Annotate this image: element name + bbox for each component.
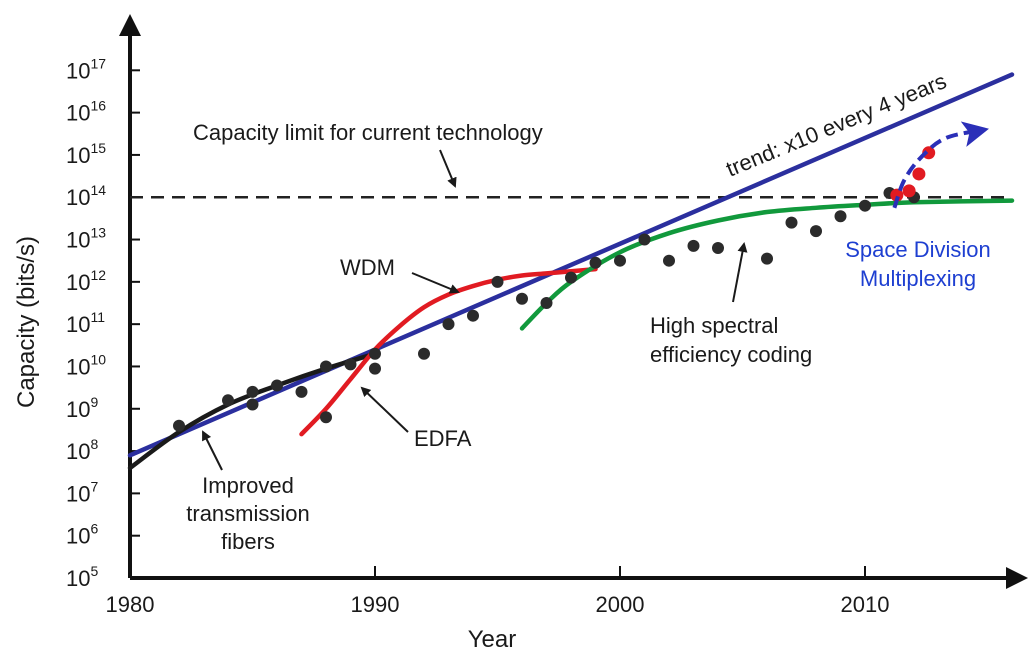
y-axis: [119, 14, 141, 578]
data-point: [614, 254, 626, 267]
y-tick-label: 108: [66, 436, 98, 464]
sdm-annotation: Space Division Multiplexing: [845, 237, 991, 291]
y-tick-label: 1017: [66, 55, 106, 83]
data-point: [785, 216, 798, 229]
x-tick-label: 1990: [351, 592, 400, 617]
data-point: [246, 398, 259, 411]
data-point: [369, 347, 381, 360]
data-point: [418, 347, 430, 360]
x-tick-label: 2000: [596, 592, 645, 617]
data-point-sdm: [922, 146, 936, 160]
x-tick-label: 1980: [106, 592, 155, 617]
data-point: [834, 210, 847, 223]
edfa-annotation: EDFA: [360, 386, 472, 451]
fibers-pointer: [202, 430, 223, 471]
data-point: [442, 318, 455, 331]
data-point: [687, 239, 700, 252]
data-point: [712, 242, 724, 254]
trend-label: trend: x10 every 4 years: [722, 68, 950, 181]
edfa-pointer: [360, 386, 409, 433]
y-tick-label: 106: [66, 521, 98, 549]
wdm-pointer: [411, 272, 460, 294]
x-axis-title: Year: [468, 626, 517, 653]
sdm-trend-arrow: [892, 121, 989, 209]
fibers-annotation: Improved transmission fibers: [186, 430, 310, 554]
coding-label-line1: High spectral: [650, 313, 778, 338]
data-point: [516, 292, 528, 305]
y-tick-label: 1015: [66, 140, 106, 168]
data-point: [295, 385, 308, 398]
capacity-limit-pointer: [439, 149, 457, 188]
data-point: [761, 252, 773, 265]
coding-annotation: High spectral efficiency coding: [650, 242, 812, 367]
y-tick-label: 1014: [66, 182, 106, 210]
data-point: [565, 271, 577, 284]
data-point: [859, 199, 871, 212]
data-point: [320, 411, 332, 424]
capacity-limit-label: Capacity limit for current technology: [193, 120, 543, 145]
wdm-annotation: WDM: [340, 255, 460, 294]
data-point-sdm: [890, 188, 904, 202]
coding-curve: [519, 198, 1015, 331]
wdm-edfa-curve: [299, 266, 598, 437]
data-point: [491, 275, 504, 288]
fibers-label-line1: Improved: [202, 473, 294, 498]
y-tick-label: 107: [66, 478, 98, 506]
y-tick-label: 1012: [66, 267, 106, 295]
sdm-label-line1: Space Division: [845, 237, 991, 262]
data-point: [222, 394, 234, 407]
x-ticks: 1980 1990 2000 2010: [106, 566, 890, 617]
data-point-sdm: [902, 184, 916, 198]
y-tick-label: 1013: [66, 225, 106, 253]
y-tick-label: 1010: [66, 351, 106, 379]
wdm-label: WDM: [340, 255, 395, 280]
y-tick-label: 1016: [66, 98, 106, 126]
fibers-label-line3: fibers: [221, 529, 275, 554]
trend-line: [127, 72, 1015, 458]
data-point: [810, 225, 822, 238]
x-axis-arrowhead: [1006, 567, 1028, 589]
fibers-label-line2: transmission: [186, 501, 309, 526]
y-axis-arrowhead: [119, 14, 141, 36]
x-axis: [130, 567, 1028, 589]
data-point: [589, 256, 602, 269]
data-point: [467, 309, 479, 322]
x-tick-label: 2010: [841, 592, 890, 617]
data-point: [663, 254, 675, 267]
data-point-sdm: [912, 167, 926, 181]
data-points: [173, 146, 936, 432]
y-ticks: 105 106 107 108 109 1010 1011 1012 1013 1014 1015 1…: [66, 55, 140, 591]
data-point: [320, 360, 332, 373]
capacity-limit-annotation: Capacity limit for current technology: [193, 120, 543, 188]
data-point: [271, 379, 283, 392]
y-tick-label: 109: [66, 394, 98, 422]
coding-label-line2: efficiency coding: [650, 342, 812, 367]
data-point: [369, 362, 381, 375]
data-point: [540, 297, 553, 309]
sdm-label-line2: Multiplexing: [860, 266, 976, 291]
coding-pointer: [732, 242, 748, 303]
fibers-curve: [127, 351, 378, 471]
data-point: [246, 385, 259, 398]
y-tick-label: 1011: [66, 309, 105, 337]
data-point: [173, 419, 185, 432]
y-tick-label: 105: [66, 563, 98, 591]
y-axis-title: Capacity (bits/s): [13, 236, 40, 408]
data-point: [638, 233, 651, 246]
edfa-label: EDFA: [414, 426, 472, 451]
data-point: [344, 358, 357, 371]
